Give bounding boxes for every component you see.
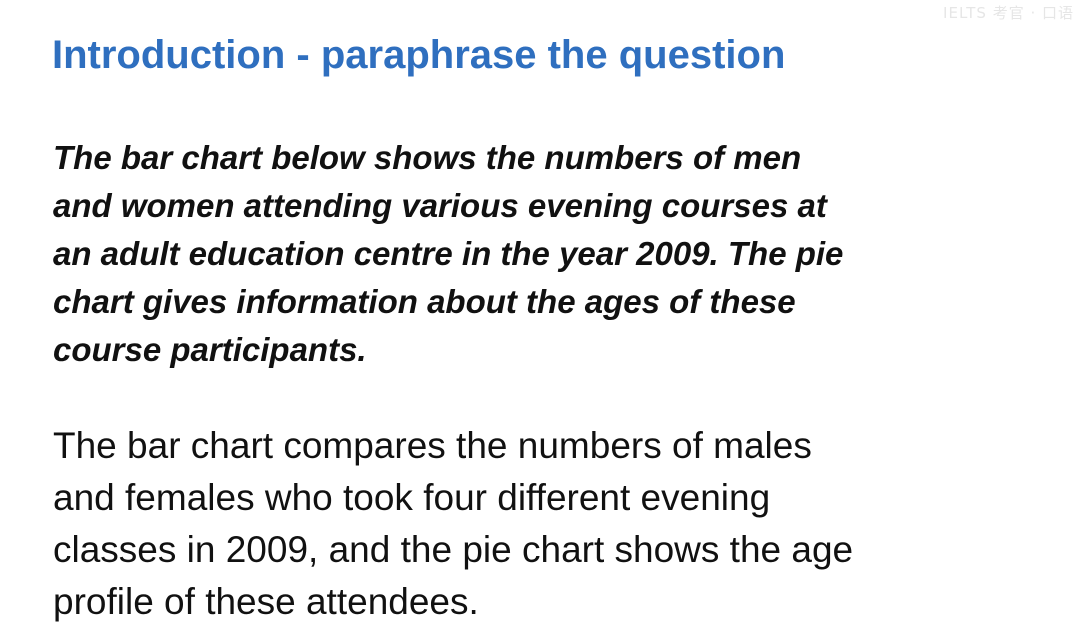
question-line: and women attending various evening cour… xyxy=(53,187,827,224)
paraphrase-paragraph: The bar chart compares the numbers of ma… xyxy=(53,420,1053,628)
question-line: course participants. xyxy=(53,331,367,368)
question-line: The bar chart below shows the numbers of… xyxy=(53,139,802,176)
slide-title: Introduction - paraphrase the question xyxy=(52,33,786,77)
paraphrase-line: profile of these attendees. xyxy=(53,581,479,622)
paraphrase-line: classes in 2009, and the pie chart shows… xyxy=(53,529,854,570)
question-line: an adult education centre in the year 20… xyxy=(53,235,844,272)
watermark-logo: IELTS 考官 · 口语 xyxy=(943,4,1074,22)
question-line: chart gives information about the ages o… xyxy=(53,283,796,320)
question-paragraph: The bar chart below shows the numbers of… xyxy=(53,134,1053,374)
paraphrase-line: and females who took four different even… xyxy=(53,477,771,518)
paraphrase-line: The bar chart compares the numbers of ma… xyxy=(53,425,812,466)
